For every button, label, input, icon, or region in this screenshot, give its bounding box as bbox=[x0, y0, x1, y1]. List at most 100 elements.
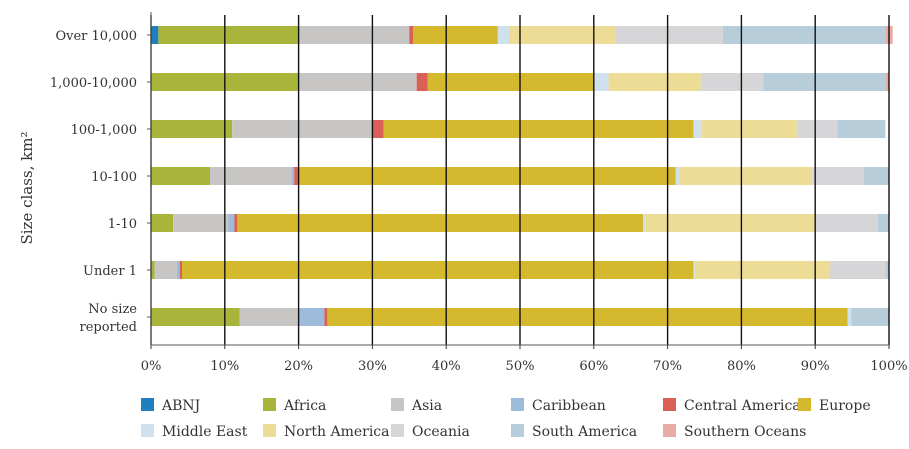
bar-segment-oceania-under-1 bbox=[829, 261, 886, 279]
bar-segment-south-america-no-size-reported bbox=[851, 308, 889, 326]
bar-segment-middle-east-1-000-10-000 bbox=[593, 73, 609, 91]
category-label-no-size-reported: No size reported bbox=[79, 302, 137, 335]
x-tick-label-70: 70% bbox=[653, 359, 682, 374]
legend-label-south-america: South America bbox=[532, 424, 637, 440]
legend-swatch-caribbean bbox=[511, 398, 524, 411]
bar-segment-central-america-100-1-000 bbox=[372, 120, 384, 138]
bar-segment-europe-10-100 bbox=[299, 167, 676, 185]
legend-label-asia: Asia bbox=[411, 398, 442, 414]
bar-segment-central-america-under-1 bbox=[179, 261, 182, 279]
legend-swatch-south-america bbox=[511, 424, 524, 437]
bar-segment-north-america-1-10 bbox=[645, 214, 816, 232]
category-label-over-10-000: Over 10,000 bbox=[55, 29, 137, 44]
x-tick-label-30: 30% bbox=[358, 359, 387, 374]
bar-segment-europe-over-10-000 bbox=[412, 26, 498, 44]
bar-segment-central-america-10-100 bbox=[294, 167, 300, 185]
bar-segment-caribbean-1-10 bbox=[228, 214, 235, 232]
bar-segment-africa-10-100 bbox=[151, 167, 211, 185]
bar-segment-asia-under-1 bbox=[154, 261, 177, 279]
legend-label-southern-oceans: Southern Oceans bbox=[684, 424, 806, 440]
x-tick-label-80: 80% bbox=[727, 359, 756, 374]
plot-area bbox=[151, 26, 893, 326]
legend-label-caribbean: Caribbean bbox=[532, 398, 606, 414]
bar-segment-asia-1-10 bbox=[173, 214, 229, 232]
y-axis-label: Size class, km² bbox=[18, 131, 36, 244]
legend-swatch-africa bbox=[263, 398, 276, 411]
bar-segment-central-america-over-10-000 bbox=[409, 26, 413, 44]
legend-label-oceania: Oceania bbox=[412, 424, 470, 440]
bar-segment-north-america-100-1-000 bbox=[700, 120, 797, 138]
category-label-1-000-10-000: 1,000-10,000 bbox=[50, 76, 137, 91]
bar-segment-south-america-1-000-10-000 bbox=[763, 73, 886, 91]
bar-segment-middle-east-under-1 bbox=[693, 261, 695, 279]
legend-label-middle-east: Middle East bbox=[162, 424, 248, 440]
bar-segment-south-america-1-10 bbox=[877, 214, 889, 232]
bar-segment-south-america-100-1-000 bbox=[837, 120, 886, 138]
bar-segment-caribbean-under-1 bbox=[176, 261, 180, 279]
bar-segment-asia-100-1-000 bbox=[232, 120, 373, 138]
bar-segment-north-america-under-1 bbox=[694, 261, 830, 279]
bar-segment-middle-east-over-10-000 bbox=[497, 26, 509, 44]
x-tick-label-50: 50% bbox=[506, 359, 535, 374]
category-label-100-1-000: 100-1,000 bbox=[71, 123, 137, 138]
bar-segment-central-america-1-10 bbox=[234, 214, 238, 232]
legend-swatch-oceania bbox=[391, 424, 404, 437]
bar-segment-africa-under-1 bbox=[151, 261, 155, 279]
bar-segment-middle-east-1-10 bbox=[643, 214, 646, 232]
legend-label-north-america: North America bbox=[284, 424, 390, 440]
bar-segment-south-america-10-100 bbox=[863, 167, 889, 185]
legend-label-africa: Africa bbox=[283, 398, 326, 414]
x-tick-label-0: 0% bbox=[141, 359, 162, 374]
bar-segment-south-america-under-1 bbox=[885, 261, 889, 279]
legend-swatch-north-america bbox=[263, 424, 276, 437]
bar-segment-europe-100-1-000 bbox=[383, 120, 694, 138]
legend-label-europe: Europe bbox=[819, 398, 871, 414]
legend-swatch-asia bbox=[391, 398, 404, 411]
x-tick-label-100: 100% bbox=[870, 359, 907, 374]
legend-label-abnj: ABNJ bbox=[161, 398, 200, 414]
x-tick-label-10: 10% bbox=[210, 359, 239, 374]
category-label-1-10: 1-10 bbox=[108, 217, 137, 232]
legend-swatch-central-america bbox=[663, 398, 676, 411]
bar-segment-europe-no-size-reported bbox=[327, 308, 848, 326]
bar-segment-southern-oceans-1-000-10-000 bbox=[885, 73, 889, 91]
bar-segment-oceania-10-100 bbox=[812, 167, 864, 185]
bar-segment-europe-1-10 bbox=[237, 214, 644, 232]
bar-segment-africa-no-size-reported bbox=[151, 308, 240, 326]
x-tick-label-20: 20% bbox=[284, 359, 313, 374]
legend-swatch-europe bbox=[798, 398, 811, 411]
bar-segment-asia-10-100 bbox=[210, 167, 292, 185]
bar-segment-oceania-1-000-10-000 bbox=[700, 73, 764, 91]
bar-segment-caribbean-10-100 bbox=[291, 167, 295, 185]
bar-segment-middle-east-100-1-000 bbox=[693, 120, 701, 138]
axes: Over 10,000 1,000-10,000 100-1,000 10-100 1-… bbox=[50, 12, 908, 374]
legend-swatch-middle-east bbox=[141, 424, 154, 437]
legend: ABNJ Africa Asia Caribbean Central America Eu… bbox=[141, 398, 871, 440]
bar-segment-middle-east-no-size-reported bbox=[847, 308, 852, 326]
bar-segment-europe-1-000-10-000 bbox=[427, 73, 594, 91]
bar-segment-asia-1-000-10-000 bbox=[298, 73, 417, 91]
bar-segment-central-america-no-size-reported bbox=[324, 308, 328, 326]
bar-segment-africa-over-10-000 bbox=[158, 26, 299, 44]
bar-segment-caribbean-no-size-reported bbox=[298, 308, 325, 326]
category-label-10-100: 10-100 bbox=[91, 170, 137, 185]
bar-segment-north-america-1-000-10-000 bbox=[608, 73, 701, 91]
bar-segment-middle-east-10-100 bbox=[675, 167, 680, 185]
bar-segment-europe-under-1 bbox=[181, 261, 694, 279]
bar-segment-oceania-over-10-000 bbox=[615, 26, 723, 44]
legend-swatch-southern-oceans bbox=[663, 424, 676, 437]
x-tick-label-40: 40% bbox=[432, 359, 461, 374]
bar-segment-south-america-over-10-000 bbox=[722, 26, 886, 44]
bar-segment-north-america-over-10-000 bbox=[508, 26, 616, 44]
bar-segment-north-america-10-100 bbox=[679, 167, 813, 185]
bar-segment-africa-100-1-000 bbox=[151, 120, 233, 138]
legend-label-central-america: Central America bbox=[684, 398, 801, 414]
bar-segment-africa-1-10 bbox=[151, 214, 174, 232]
bar-segment-asia-no-size-reported bbox=[239, 308, 299, 326]
bar-segment-asia-over-10-000 bbox=[298, 26, 410, 44]
x-tick-label-60: 60% bbox=[579, 359, 608, 374]
category-label-under-1: Under 1 bbox=[83, 264, 137, 279]
bar-segment-central-america-1-000-10-000 bbox=[416, 73, 428, 91]
